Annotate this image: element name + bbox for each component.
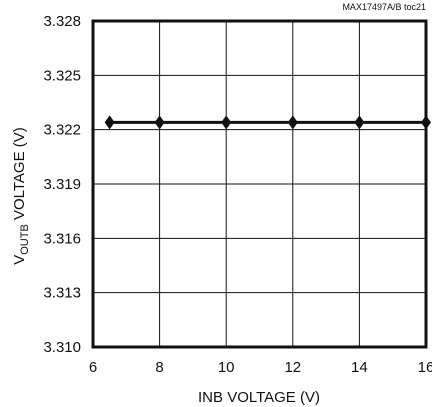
data-point-diamond xyxy=(221,115,232,130)
y-tick-label: 3.328 xyxy=(43,13,81,30)
y-axis-title-subscript: OUTB xyxy=(19,224,31,255)
data-point-diamond xyxy=(154,115,165,130)
plot-frame xyxy=(91,19,428,349)
series-layer xyxy=(104,115,431,130)
data-point-diamond xyxy=(354,115,365,130)
y-tick-label: 3.322 xyxy=(43,122,81,139)
y-axis-title-suffix: VOLTAGE (V) xyxy=(11,127,28,224)
x-axis-title: INB VOLTAGE (V) xyxy=(198,389,320,406)
x-tick-labels: 6 8 10 12 14 16 xyxy=(89,359,432,376)
x-tick-label: 10 xyxy=(218,359,235,376)
y-tick-label: 3.316 xyxy=(43,230,81,247)
y-tick-label: 3.310 xyxy=(43,339,81,356)
x-tick-label: 16 xyxy=(418,359,432,376)
data-point-diamond xyxy=(104,115,115,130)
y-tick-labels: 3.310 3.313 3.316 3.319 3.322 3.325 3.328 xyxy=(43,13,81,356)
y-tick-label: 3.319 xyxy=(43,176,81,193)
x-tick-label: 12 xyxy=(284,359,301,376)
x-tick-label: 14 xyxy=(351,359,368,376)
y-tick-label: 3.325 xyxy=(43,67,81,84)
y-axis-title-prefix: V xyxy=(11,255,28,265)
x-tick-label: 8 xyxy=(155,359,163,376)
data-point-diamond xyxy=(287,115,298,130)
x-tick-label: 6 xyxy=(89,359,97,376)
figure-id: MAX17497A/B toc21 xyxy=(342,2,426,12)
grid xyxy=(92,20,427,348)
y-axis-title: VOUTB VOLTAGE (V) xyxy=(11,127,31,265)
y-tick-label: 3.313 xyxy=(43,285,81,302)
